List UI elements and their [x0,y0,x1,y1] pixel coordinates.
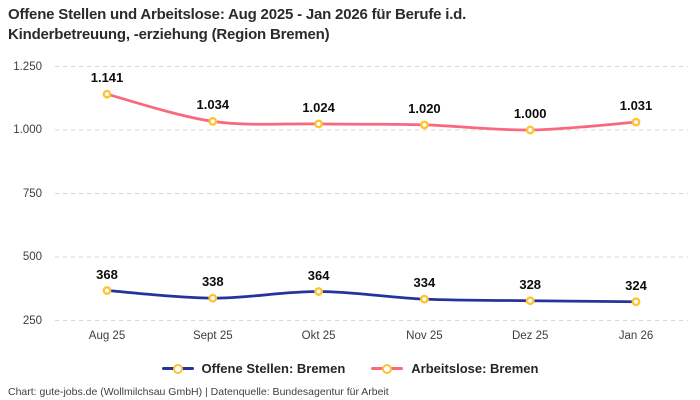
x-axis-tick-label: Nov 25 [406,330,443,342]
data-point-value-label: 1.034 [196,97,230,113]
legend-item[interactable]: Arbeitslose: Bremen [371,361,538,376]
legend-swatch [161,363,194,375]
data-point-marker[interactable] [525,125,535,135]
page-title-line1: Offene Stellen und Arbeitslose: Aug 2025… [8,6,467,23]
data-point-marker[interactable] [631,297,641,307]
data-point-marker[interactable] [525,296,535,306]
data-point-marker[interactable] [631,117,641,127]
legend-label: Arbeitslose: Bremen [411,361,539,376]
data-point-marker[interactable] [102,89,112,99]
series-line-Offene Stellen: Bremen [105,289,638,304]
y-axis-tick-label: 750 [22,187,42,200]
data-point-value-label: 1.031 [619,98,653,114]
legend-marker-icon [382,363,393,374]
data-point-value-label: 338 [201,274,224,290]
legend-label: Offene Stellen: Bremen [201,361,346,376]
data-point-marker[interactable] [419,120,429,130]
data-point-value-label: 1.020 [408,100,441,116]
y-axis-tick-label: 1.000 [13,124,42,136]
data-point-marker[interactable] [314,119,323,129]
x-axis-tick-label: Aug 25 [88,330,126,342]
legend-marker-icon [172,363,183,374]
data-point-marker[interactable] [208,293,218,303]
data-point-value-label: 364 [307,267,330,283]
data-point-value-label: 1.024 [302,99,335,115]
data-point-value-label: 368 [96,266,118,282]
x-axis-tick-label: Okt 25 [301,330,336,342]
series-line-Arbeitslose: Bremen [105,92,638,132]
data-point-value-label: 328 [519,276,542,292]
legend-item[interactable]: Offene Stellen: Bremen [161,361,346,376]
attribution-text: Chart: gute-jobs.de (Wollmilchsau GmbH) … [8,386,389,398]
data-point-marker[interactable] [208,116,218,126]
data-point-marker[interactable] [102,286,112,295]
x-axis-tick-label: Sept 25 [192,330,233,342]
data-point-value-label: 324 [625,277,647,293]
data-point-marker[interactable] [314,287,323,296]
page-title: Offene Stellen und Arbeitslose: Aug 2025… [8,5,466,45]
data-point-value-label: 1.000 [513,106,547,121]
page-title-line2: Kinderbetreuung, -erziehung (Region Brem… [8,26,330,43]
y-axis-tick-label: 500 [22,251,42,263]
data-point-value-label: 1.141 [90,70,124,86]
data-point-value-label: 334 [413,275,436,291]
y-axis-tick-label: 250 [22,314,42,327]
legend: Offene Stellen: Bremen Arbeitslose: Breme… [0,361,700,376]
x-axis-tick-label: Jan 26 [618,330,654,342]
y-axis-tick-label: 1.250 [13,60,42,73]
data-point-marker[interactable] [419,294,429,304]
x-axis-tick-label: Dez 25 [511,330,549,342]
legend-swatch [371,363,404,375]
